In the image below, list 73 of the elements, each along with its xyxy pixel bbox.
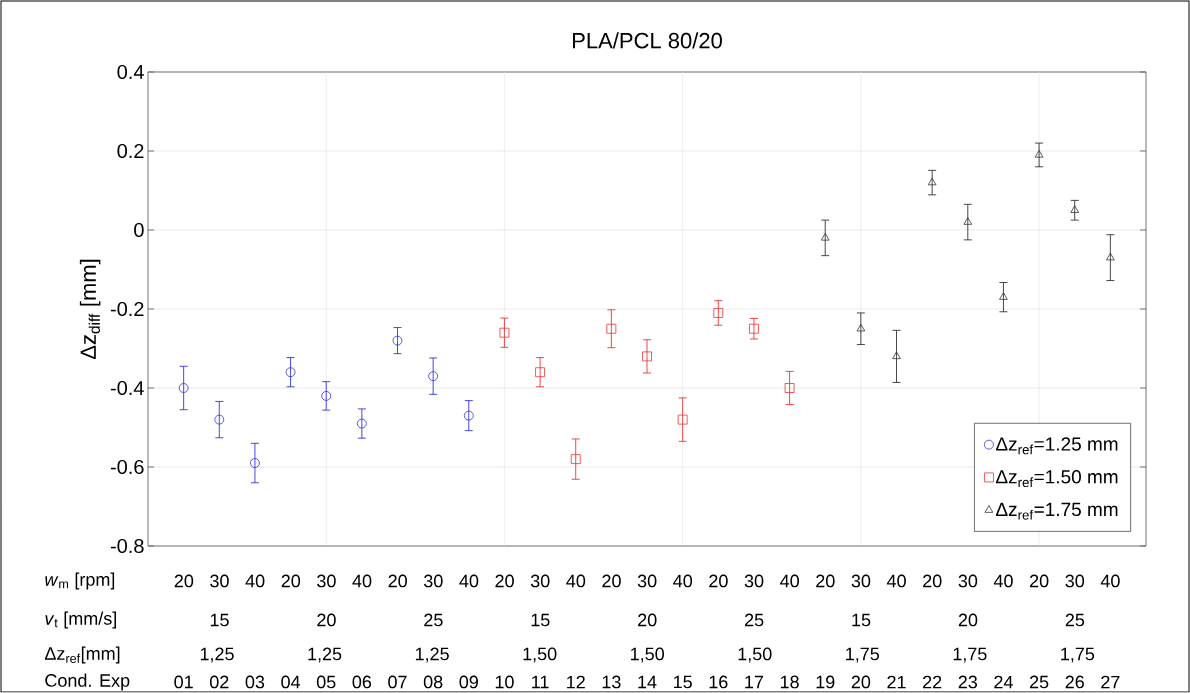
text: Δz$_{ref}$[mm] [44, 646, 120, 664]
y-tick-label: -0.6 [110, 459, 144, 475]
point [535, 367, 545, 378]
point [642, 351, 652, 362]
y-tick-label: 0.4 [117, 64, 144, 80]
point [356, 418, 367, 429]
x-tick-label: 23 [958, 675, 978, 689]
y-tick-label: -0.8 [110, 538, 144, 554]
point [285, 367, 296, 378]
x-tick-label: 17 [745, 675, 764, 689]
x-tick-label: 08 [423, 675, 443, 689]
x-tick-label: 19 [816, 675, 835, 689]
point [214, 414, 225, 425]
x-tick-label: 04 [281, 675, 301, 689]
x-tick-label: 22 [923, 675, 942, 689]
point [499, 327, 510, 338]
y-tick-label: 0.2 [117, 143, 144, 159]
point [392, 335, 403, 346]
x-tick-label: 12 [567, 675, 585, 689]
legend-label: Δz$_{ref}$=1.50 mm [995, 470, 1118, 488]
x-tick-label: 01 [174, 675, 193, 689]
point [927, 177, 937, 186]
x-tick-label: 26 [1065, 675, 1084, 689]
point [820, 232, 830, 241]
point [963, 217, 973, 225]
point [463, 410, 474, 421]
text: v$_{t}$ [mm/s] [45, 611, 116, 629]
point [784, 383, 795, 393]
x-tick-label: 02 [209, 675, 229, 689]
point [856, 323, 866, 332]
x-tick-label: 14 [638, 675, 657, 689]
point [428, 371, 439, 382]
text: 1,25 1,25 1,25 1,50 1,50 1,50 1,75 1,75 1,75 [200, 647, 1095, 663]
x-tick-label: 25 [1029, 675, 1049, 689]
point [1034, 150, 1044, 158]
point [178, 383, 189, 393]
chart-title: PLA/PCL 80/20 [572, 32, 722, 49]
point [250, 458, 260, 468]
x-tick-label: 03 [245, 675, 265, 689]
point [1070, 205, 1080, 213]
point [321, 391, 332, 401]
y-tick-label: -0.4 [110, 380, 144, 396]
point [713, 308, 724, 318]
text: Cond. Exp [45, 673, 130, 691]
y-axis-title: Δz$_{diff}$ [mm] [79, 259, 101, 360]
x-tick-label: 10 [495, 675, 514, 689]
point [606, 323, 617, 334]
point [999, 292, 1008, 300]
x-tick-label: 13 [602, 675, 621, 689]
x-tick-label: 21 [887, 675, 906, 689]
point [1106, 252, 1115, 261]
x-tick-label: 20 [851, 675, 871, 689]
text: 15 20 25 15 20 25 15 20 25 [210, 613, 1085, 627]
point [677, 414, 688, 425]
x-tick-label: 16 [709, 675, 728, 689]
x-tick-label: 18 [780, 675, 799, 689]
x-tick-label: 24 [994, 675, 1013, 689]
point [892, 351, 901, 360]
x-tick-label: 06 [352, 675, 372, 689]
text: w$_{m}$ [rpm] [45, 572, 115, 590]
y-tick-label: 0 [134, 222, 144, 238]
x-tick-label: 07 [388, 675, 407, 689]
x-tick-label: 27 [1101, 675, 1120, 689]
text: 20 30 40 20 30 40 20 30 40 20 30 40 20 30 40 20 30 40 20 30 40 20 30 40 20 30 40 [174, 574, 1120, 588]
point [749, 323, 759, 334]
legend-label: Δz$_{ref}$=1.75 mm [995, 502, 1118, 520]
x-tick-label: 09 [459, 675, 478, 689]
legend-label: Δz$_{ref}$=1.25 mm [995, 437, 1118, 455]
y-tick-label: -0.2 [110, 301, 144, 317]
x-tick-label: 11 [532, 675, 549, 689]
x-tick-label: 15 [674, 675, 692, 689]
x-tick-label: 05 [316, 675, 336, 689]
point [570, 454, 581, 464]
